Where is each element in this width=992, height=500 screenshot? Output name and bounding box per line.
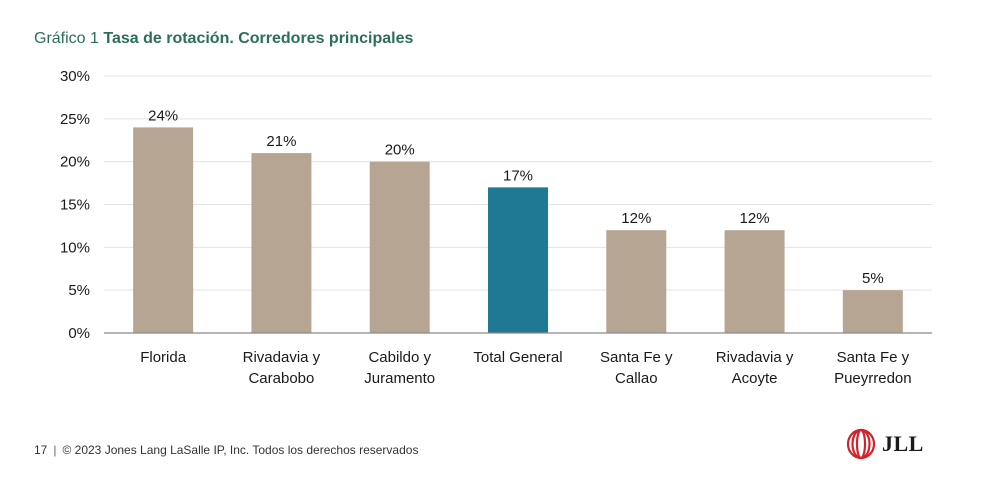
- y-tick-label: 10%: [60, 239, 90, 256]
- x-tick-label-line: Rivadavia y: [243, 349, 321, 366]
- data-label: 21%: [266, 133, 296, 150]
- chart-title-prefix: Gráfico 1: [34, 30, 99, 47]
- y-tick-label: 20%: [60, 154, 90, 171]
- x-tick-label: Santa Fe y Callao: [600, 349, 673, 387]
- x-tick-label: Cabildo y Juramento: [364, 349, 435, 387]
- data-label: 17%: [503, 167, 533, 184]
- x-tick-label-line: Cabildo y: [368, 349, 431, 366]
- x-tick-label-line: Juramento: [364, 370, 435, 387]
- bar: [133, 127, 194, 334]
- chart-title: Gráfico 1 Tasa de rotación. Corredores p…: [34, 30, 413, 48]
- x-tick-label-line: Florida: [140, 349, 187, 366]
- x-tick-label-line: Rivadavia y: [716, 349, 794, 366]
- x-tick-label-line: Carabobo: [248, 370, 314, 387]
- jll-logo-mark-icon: [846, 428, 876, 460]
- x-tick-label-line: Callao: [615, 370, 658, 387]
- y-tick-label: 0%: [68, 325, 90, 342]
- bar: [606, 230, 667, 333]
- x-tick-label-line: Acoyte: [732, 370, 778, 387]
- x-tick-label: Total General: [473, 349, 562, 366]
- jll-logo: JLL: [846, 428, 924, 460]
- x-tick-label-line: Pueyrredon: [834, 370, 912, 387]
- x-tick-label-line: Santa Fe y: [837, 349, 910, 366]
- x-tick-label: Santa Fe y Pueyrredon: [834, 349, 912, 387]
- bar: [842, 290, 903, 333]
- y-tick-label: 15%: [60, 197, 90, 214]
- bar-chart: 0% 5% 10% 15% 20% 25% 30% 24% Florida 21% Rivadavi…: [60, 68, 932, 387]
- y-tick-label: 30%: [60, 68, 90, 85]
- x-tick-label: Rivadavia y Acoyte: [716, 349, 794, 387]
- data-label: 12%: [740, 210, 770, 227]
- data-label: 5%: [862, 270, 884, 287]
- x-tick-label-line: Santa Fe y: [600, 349, 673, 366]
- footer: 17 | © 2023 Jones Lang LaSalle IP, Inc. To…: [34, 443, 418, 457]
- page-number: 17: [34, 443, 48, 457]
- bar: [488, 187, 548, 333]
- y-tick-label: 5%: [68, 282, 90, 299]
- copyright-text: © 2023 Jones Lang LaSalle IP, Inc. Todos…: [62, 443, 419, 457]
- x-tick-label: Rivadavia y Carabobo: [243, 349, 321, 387]
- data-label: 12%: [621, 210, 651, 227]
- bar: [724, 230, 785, 333]
- data-label: 20%: [385, 142, 415, 159]
- chart-title-main: Tasa de rotación. Corredores principales: [103, 30, 414, 47]
- data-label: 24%: [148, 107, 178, 124]
- footer-separator: |: [53, 443, 57, 457]
- bar: [369, 161, 430, 333]
- y-tick-label: 25%: [60, 111, 90, 128]
- bar: [251, 153, 312, 333]
- jll-logo-text: JLL: [882, 431, 924, 456]
- x-tick-label-line: Total General: [473, 349, 562, 366]
- x-tick-label: Florida: [140, 349, 187, 366]
